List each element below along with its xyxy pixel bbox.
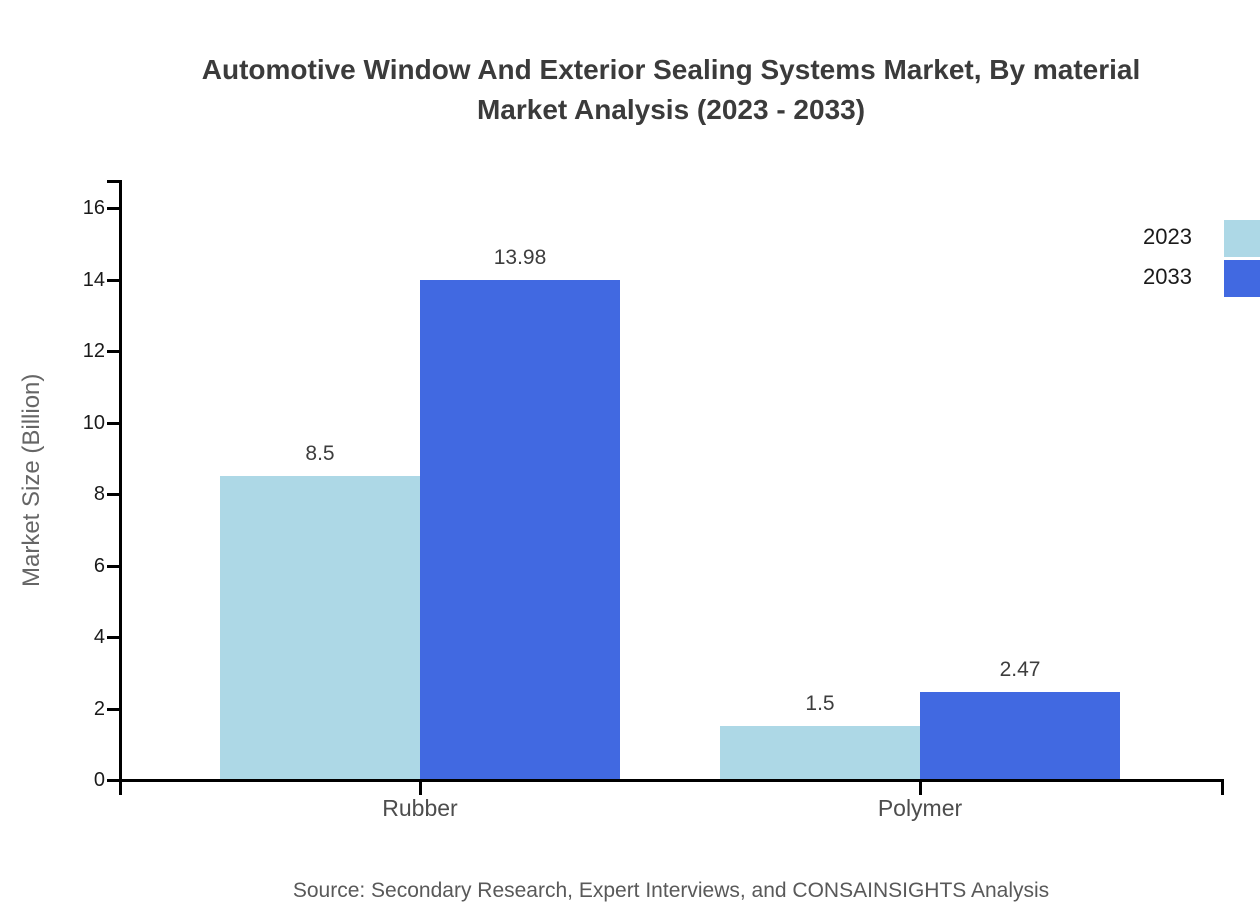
y-tick-mark [107,707,120,711]
value-label-rubber-2023: 8.5 [305,442,335,466]
bar-polymer-2033 [920,691,1120,780]
y-tick-mark [107,278,120,282]
y-tick-mark [107,350,120,353]
legend-label-2023: 2023 [1143,224,1192,249]
y-tick-mark [107,493,120,496]
y-tick-label: 14 [82,268,105,291]
source-text: Source: Secondary Research, Expert Inter… [292,879,1050,902]
x-tick-mark [919,782,922,795]
x-axis-end-cap [1221,779,1224,795]
y-tick-label: 12 [82,340,105,362]
x-axis-line [107,779,1224,782]
category-label-rubber: Rubber [382,795,458,821]
value-label-polymer-2033: 2.47 [999,657,1041,681]
legend-label-2033: 2033 [1143,264,1192,289]
x-tick-mark [419,782,422,795]
legend-swatch-2023 [1224,220,1260,257]
bar-rubber-2023 [220,476,420,780]
chart-title-line1: Automotive Window And Exterior Sealing S… [201,54,1141,85]
y-tick-label: 8 [93,483,105,505]
y-axis-line [119,180,122,795]
y-tick-mark [107,779,120,782]
y-tick-label: 4 [93,626,105,648]
y-tick-label: 16 [82,197,105,219]
chart-title-line2: Market Analysis (2023 - 2033) [476,94,866,125]
y-tick-mark [107,564,120,568]
category-label-polymer: Polymer [877,795,963,821]
y-tick-mark [107,207,120,210]
legend-swatch-2033 [1224,260,1260,297]
y-tick-label: 0 [93,769,105,791]
y-tick-mark [107,421,120,425]
chart-title: Automotive Window And Exterior Sealing S… [82,50,1260,130]
y-axis-top-cap [107,180,120,183]
y-tick-label: 6 [93,554,105,577]
value-label-rubber-2033: 13.98 [493,246,547,270]
bar-rubber-2033 [420,280,620,780]
y-tick-label: 10 [82,411,105,434]
y-tick-mark [107,636,120,639]
value-label-polymer-2023: 1.5 [805,692,835,716]
bar-polymer-2023 [720,726,920,780]
y-tick-label: 2 [93,697,105,720]
